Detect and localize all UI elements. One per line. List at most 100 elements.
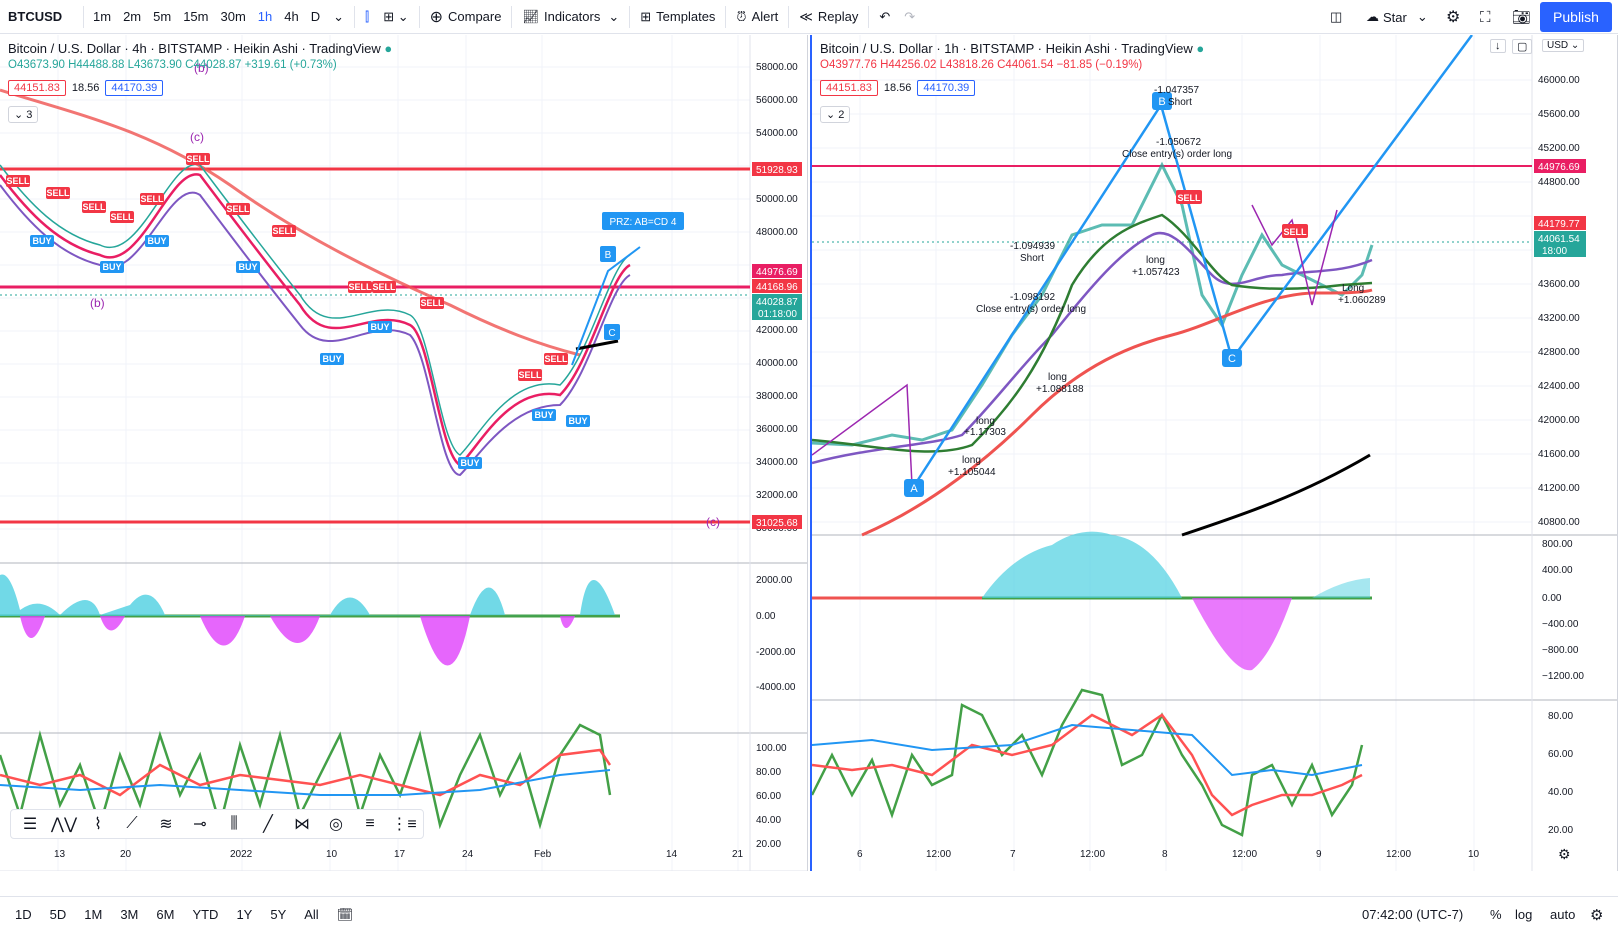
harmonic-xabcd-line[interactable] <box>812 383 913 486</box>
fib-channel-icon[interactable]: ≡ <box>365 815 375 832</box>
prz-label-box[interactable] <box>602 212 684 230</box>
candle-style-icon[interactable]: ⊞ ⌄ <box>383 8 409 24</box>
gann-icon[interactable]: ◎ <box>329 816 343 833</box>
range-1d[interactable]: 1D <box>15 907 32 922</box>
right-chart-canvas[interactable]: A B C SELL SELL -1.047357 Short -1.05067… <box>812 35 1618 871</box>
left-chart-canvas[interactable]: SELL SELL SELL SELL SELL SELL SELL SELL … <box>0 35 808 871</box>
currency-selector[interactable]: USD ⌄ <box>1542 39 1585 52</box>
svg-text:58000.00: 58000.00 <box>756 62 798 73</box>
fib-icon[interactable]: ≋ <box>159 816 173 833</box>
percent-toggle[interactable]: % <box>1490 907 1502 922</box>
right-price-axis[interactable]: 46000.00 45600.00 45200.00 44800.00 4360… <box>1538 75 1580 528</box>
scroll-down-icon[interactable]: ↓ <box>1490 39 1506 53</box>
range-5y[interactable]: 5Y <box>270 907 287 922</box>
elliott-wave-icon[interactable]: ⌇ <box>94 816 102 833</box>
point-b-marker[interactable] <box>1152 92 1172 110</box>
publish-button[interactable]: Publish <box>1540 2 1612 32</box>
abcd-pattern-line[interactable] <box>910 35 1474 490</box>
interval-2m[interactable]: 2m <box>123 9 142 24</box>
range-all[interactable]: All <box>304 907 319 922</box>
range-3m[interactable]: 3M <box>120 907 139 922</box>
compare-button[interactable]: ⊕ Compare <box>423 0 509 34</box>
chevron-down-icon: ⌄ <box>14 109 24 121</box>
interval-1h[interactable]: 1h <box>257 9 273 24</box>
interval-d[interactable]: D <box>310 9 321 24</box>
buy-price-button[interactable]: 44170.39 <box>917 80 976 96</box>
point-c-marker[interactable] <box>1222 349 1242 367</box>
right-macd-axis[interactable]: 800.00 400.00 0.00 −400.00 −800.00 −1200… <box>1542 539 1584 682</box>
layout-icon[interactable]: ◫ <box>1330 9 1343 24</box>
indicators-collapse-button[interactable]: ⌄ 3 <box>8 106 39 123</box>
gear-icon[interactable]: ⚙︎ <box>1590 906 1604 924</box>
clock-time[interactable]: 07:42:00 (UTC-7) <box>1362 907 1464 922</box>
macd-positive-histogram <box>982 531 1182 598</box>
left-chart-title[interactable]: Bitcoin / U.S. Dollar · 4h · BITSTAMP · … <box>8 41 392 56</box>
right-rsi-axis[interactable]: 80.00 60.00 40.00 20.00 <box>1548 711 1573 836</box>
range-1y[interactable]: 1Y <box>236 907 253 922</box>
indicators-button[interactable]: 📈︎ Indicators ⌄ <box>515 0 626 34</box>
sell-price-button[interactable]: 44151.83 <box>8 80 66 96</box>
interval-4h[interactable]: 4h <box>284 9 299 24</box>
pivot-price-tag <box>1534 159 1586 173</box>
range-1m[interactable]: 1M <box>84 907 103 922</box>
right-chart-title[interactable]: Bitcoin / U.S. Dollar · 1h · BITSTAMP · … <box>820 41 1204 56</box>
interval-dropdown-chevron-icon[interactable]: ⌄ <box>333 8 345 24</box>
xabcd-pattern-icon[interactable]: ⋈ <box>294 816 310 833</box>
templates-grid-icon: ⊞ <box>640 8 652 24</box>
lines-menu-icon[interactable]: ☰ <box>22 816 38 833</box>
trend-segment[interactable] <box>575 339 619 351</box>
left-time-axis[interactable]: 13 20 2022 10 17 24 Feb 14 21 <box>54 849 744 860</box>
range-6m[interactable]: 6M <box>156 907 175 922</box>
left-trade-buttons: 44151.83 18.56 44170.39 <box>8 80 164 96</box>
alert-button[interactable]: ⏰︎ Alert <box>729 0 785 34</box>
svg-text:42000.00: 42000.00 <box>1538 415 1580 426</box>
camera-icon[interactable]: 📷︎ <box>1512 9 1532 26</box>
settings-lines-icon[interactable]: ⋮≡ <box>391 816 417 833</box>
log-toggle[interactable]: log <box>1515 907 1533 922</box>
right-time-axis[interactable]: 6 12:00 7 12:00 8 12:00 9 12:00 10 <box>857 849 1480 860</box>
svg-text:0.00: 0.00 <box>1542 593 1562 604</box>
svg-text:+1.057423: +1.057423 <box>1132 267 1180 278</box>
bars-pattern-icon[interactable]: ⫼ <box>230 815 238 832</box>
maximize-icon[interactable]: ▢ <box>1512 39 1533 54</box>
divider <box>354 5 356 28</box>
range-5d[interactable]: 5D <box>49 907 67 922</box>
layout-name-button[interactable]: ☁︎ Star ⌄ <box>1366 0 1428 34</box>
range-ytd[interactable]: YTD <box>192 907 219 922</box>
undo-icon[interactable]: ↶ <box>879 8 891 24</box>
gear-icon[interactable]: ⚙︎ <box>1558 846 1571 862</box>
harmonic-pattern-line[interactable] <box>571 246 641 366</box>
templates-button[interactable]: ⊞ Templates <box>633 0 722 34</box>
svg-text:SELL: SELL <box>420 298 444 308</box>
symbol-search[interactable]: BTCUSD <box>8 9 63 24</box>
trend-line-icon[interactable]: ╱ <box>263 816 273 833</box>
interval-30m[interactable]: 30m <box>220 9 246 24</box>
horizontal-ray-icon[interactable]: ⊸ <box>193 816 207 833</box>
svg-text:43600.00: 43600.00 <box>1538 279 1580 290</box>
sell-price-button[interactable]: 44151.83 <box>820 80 878 96</box>
auto-toggle[interactable]: auto <box>1550 907 1576 922</box>
bar-style-icon[interactable]: ⫿ <box>365 8 370 24</box>
left-price-axis[interactable]: 58000.00 56000.00 54000.00 50000.00 4800… <box>756 62 798 534</box>
point-a-marker[interactable] <box>904 479 924 497</box>
harmonic-pattern-line[interactable] <box>1251 204 1338 306</box>
left-macd-axis[interactable]: 2000.00 0.00 -2000.00 -4000.00 <box>756 575 796 693</box>
point-b-marker[interactable] <box>600 246 616 262</box>
interval-15m[interactable]: 15m <box>183 9 209 24</box>
trend-angle-icon[interactable]: ⟋ <box>126 815 138 832</box>
left-rsi-axis[interactable]: 100.00 80.00 60.00 40.00 20.00 <box>756 743 787 850</box>
point-c-marker[interactable] <box>604 324 620 340</box>
redo-icon[interactable]: ↷ <box>904 8 916 24</box>
interval-1m[interactable]: 1m <box>93 9 112 24</box>
replay-button[interactable]: ≪ Replay <box>792 0 865 34</box>
buy-price-button[interactable]: 44170.39 <box>105 80 164 96</box>
indicators-collapse-button[interactable]: ⌄ 2 <box>820 106 851 123</box>
abc-pattern-icon[interactable]: ⋀⋁ <box>50 816 78 833</box>
right-chart-panel[interactable]: A B C SELL SELL -1.047357 Short -1.05067… <box>810 35 1618 871</box>
live-dot-icon: ● <box>1196 41 1205 56</box>
gear-icon[interactable]: ⚙︎ <box>1446 9 1461 26</box>
interval-5m[interactable]: 5m <box>153 9 172 24</box>
left-chart-panel[interactable]: SELL SELL SELL SELL SELL SELL SELL SELL … <box>0 35 808 871</box>
fullscreen-icon[interactable]: ⛶ <box>1480 8 1491 26</box>
date-range-icon[interactable]: 🗓︎ <box>336 906 354 922</box>
